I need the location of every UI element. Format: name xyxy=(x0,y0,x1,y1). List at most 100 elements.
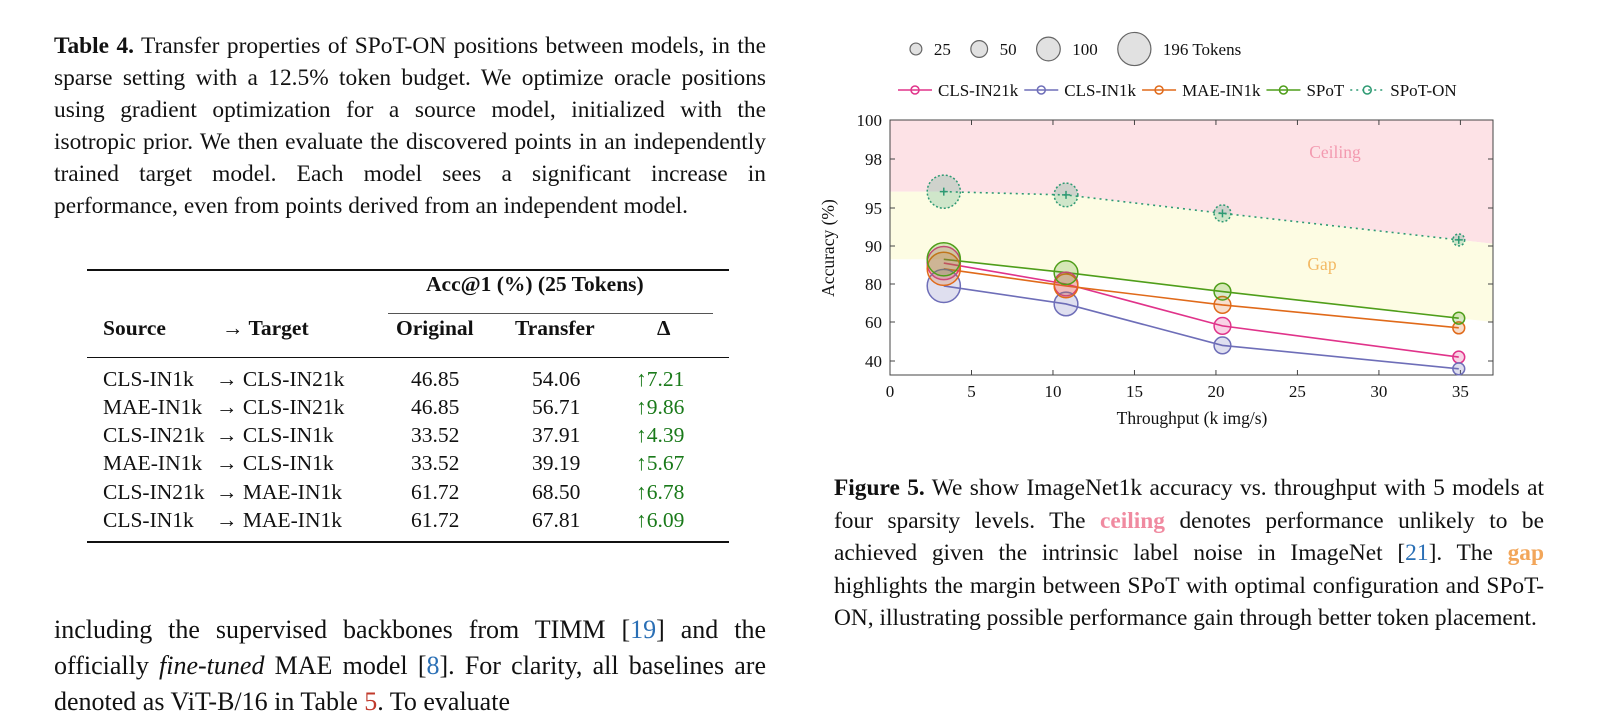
x-tick-label: 10 xyxy=(1044,382,1061,401)
row-source: CLS-IN21k xyxy=(103,423,205,447)
data-point xyxy=(1053,260,1079,286)
size-legend-marker xyxy=(970,40,989,58)
table-top-rule xyxy=(87,269,729,271)
row-target: → CLS-IN1k xyxy=(216,451,334,475)
size-legend-label: 50 xyxy=(1000,40,1017,59)
gap-keyword: gap xyxy=(1507,540,1545,566)
table-bottom-rule xyxy=(87,541,729,543)
row-source: MAE-IN1k xyxy=(103,395,203,419)
row-source: CLS-IN1k xyxy=(103,367,194,391)
legend-marker xyxy=(910,85,920,95)
table-ref-link[interactable]: 5 xyxy=(364,687,378,716)
legend-marker xyxy=(1362,85,1372,95)
row-target: → MAE-IN1k xyxy=(216,480,342,504)
legend-marker xyxy=(1154,85,1164,95)
table-col-delta: Δ xyxy=(657,316,671,340)
table-col-source: Source xyxy=(103,316,166,340)
citation-link[interactable]: 8 xyxy=(426,651,440,680)
row-target: → CLS-IN21k xyxy=(216,395,345,419)
x-tick-label: 35 xyxy=(1452,382,1469,401)
legend-label: CLS-IN21k xyxy=(938,81,1019,100)
series-line xyxy=(943,285,1459,370)
table4-caption-label: Table 4. xyxy=(54,33,135,59)
row-transfer: 67.81 xyxy=(532,508,581,532)
table-col-original: Original xyxy=(396,316,474,340)
x-tick-label: 15 xyxy=(1126,382,1143,401)
data-point xyxy=(1053,291,1079,317)
x-tick-label: 25 xyxy=(1289,382,1306,401)
y-tick-label: 60 xyxy=(865,313,882,332)
legend-label: MAE-IN1k xyxy=(1182,81,1261,100)
table4-caption: Table 4. Transfer properties of SPoT-ON … xyxy=(54,30,766,222)
data-point xyxy=(1213,282,1232,301)
row-original: 61.72 xyxy=(411,480,460,504)
plot-regions: Ceiling Gap xyxy=(890,120,1493,323)
size-legend-label: 25 xyxy=(934,40,951,59)
data-point xyxy=(926,251,962,287)
size-legend-marker xyxy=(1117,31,1152,67)
row-delta: ↑9.86 xyxy=(636,395,685,419)
data-point xyxy=(1213,295,1232,315)
row-transfer: 68.50 xyxy=(532,480,581,504)
series-line xyxy=(943,258,1459,319)
legend-label: SPoT xyxy=(1306,81,1344,100)
x-tick-label: 0 xyxy=(886,382,895,401)
x-tick-label: 30 xyxy=(1370,382,1387,401)
data-point xyxy=(1452,311,1466,325)
size-legend-label: 196 Tokens xyxy=(1163,40,1241,59)
y-tick-label: 40 xyxy=(865,352,882,371)
series-line xyxy=(943,190,1459,241)
row-delta: ↑6.09 xyxy=(636,508,685,532)
body-paragraph: including the supervised backbones from … xyxy=(54,612,766,720)
caption-text: denotes performance unlikely to be achie… xyxy=(834,507,1544,567)
data-point xyxy=(926,241,962,277)
caption-text: highlights the margin between SPoT with … xyxy=(834,572,1544,632)
row-target: → CLS-IN21k xyxy=(216,367,345,391)
data-point-marker xyxy=(939,187,948,196)
row-target: → MAE-IN1k xyxy=(216,508,342,532)
plot-lines xyxy=(943,190,1459,370)
table4-caption-text: Transfer properties of SPoT-ON positions… xyxy=(54,33,766,219)
y-tick-label: 100 xyxy=(857,111,883,130)
x-tick-label: 5 xyxy=(967,382,976,401)
series-line xyxy=(943,268,1459,329)
table-group-header: Acc@1 (%) (25 Tokens) xyxy=(426,272,644,296)
body-text: . To evaluate xyxy=(377,687,510,716)
figure5-chart: 25 50 100 196 Tokens CLS-IN21k CLS-IN1k MAE-I… xyxy=(818,31,1494,428)
data-point xyxy=(1452,350,1466,364)
y-axis-label: Accuracy (%) xyxy=(818,199,838,297)
data-point xyxy=(1452,321,1466,335)
x-tick-label: 20 xyxy=(1207,382,1224,401)
row-original: 33.52 xyxy=(411,423,460,447)
plot-frame xyxy=(889,119,1494,376)
size-legend-marker xyxy=(1035,36,1061,62)
table-mid-rule xyxy=(87,357,729,358)
x-axis-label: Throughput (k img/s) xyxy=(1117,408,1268,428)
row-source: CLS-IN21k xyxy=(103,480,205,504)
size-legend: 25 50 100 196 Tokens xyxy=(909,31,1241,67)
y-tick-label: 98 xyxy=(865,150,882,169)
figure5-caption-label: Figure 5. xyxy=(834,475,925,501)
citation-link[interactable]: 21 xyxy=(1405,540,1429,566)
row-original: 61.72 xyxy=(411,508,460,532)
plot-axes: 0 5 10 15 20 25 30 35 40 60 80 90 95 98 100 xyxy=(857,111,1494,401)
row-original: 33.52 xyxy=(411,451,460,475)
ceiling-label: Ceiling xyxy=(1309,142,1361,162)
series-line xyxy=(943,262,1459,358)
row-original: 46.85 xyxy=(411,395,460,419)
citation-link[interactable]: 19 xyxy=(630,615,657,644)
y-tick-label: 90 xyxy=(865,237,882,256)
ceiling-region xyxy=(890,120,1493,244)
data-point xyxy=(1213,316,1232,336)
body-text: MAE model [ xyxy=(264,651,427,680)
y-tick-label: 95 xyxy=(865,199,882,218)
table-group-rule xyxy=(388,313,713,314)
legend-label: SPoT-ON xyxy=(1390,81,1456,100)
row-transfer: 54.06 xyxy=(532,367,581,391)
data-point-marker xyxy=(1454,235,1463,244)
series-legend: CLS-IN21k CLS-IN1k MAE-IN1k SPoT SPoT-ON xyxy=(898,81,1457,100)
data-point xyxy=(1213,336,1232,355)
row-delta: ↑5.67 xyxy=(636,451,685,475)
table4-caption-block: Table 4. Transfer properties of SPoT-ON … xyxy=(54,30,766,222)
data-point xyxy=(1053,273,1079,299)
